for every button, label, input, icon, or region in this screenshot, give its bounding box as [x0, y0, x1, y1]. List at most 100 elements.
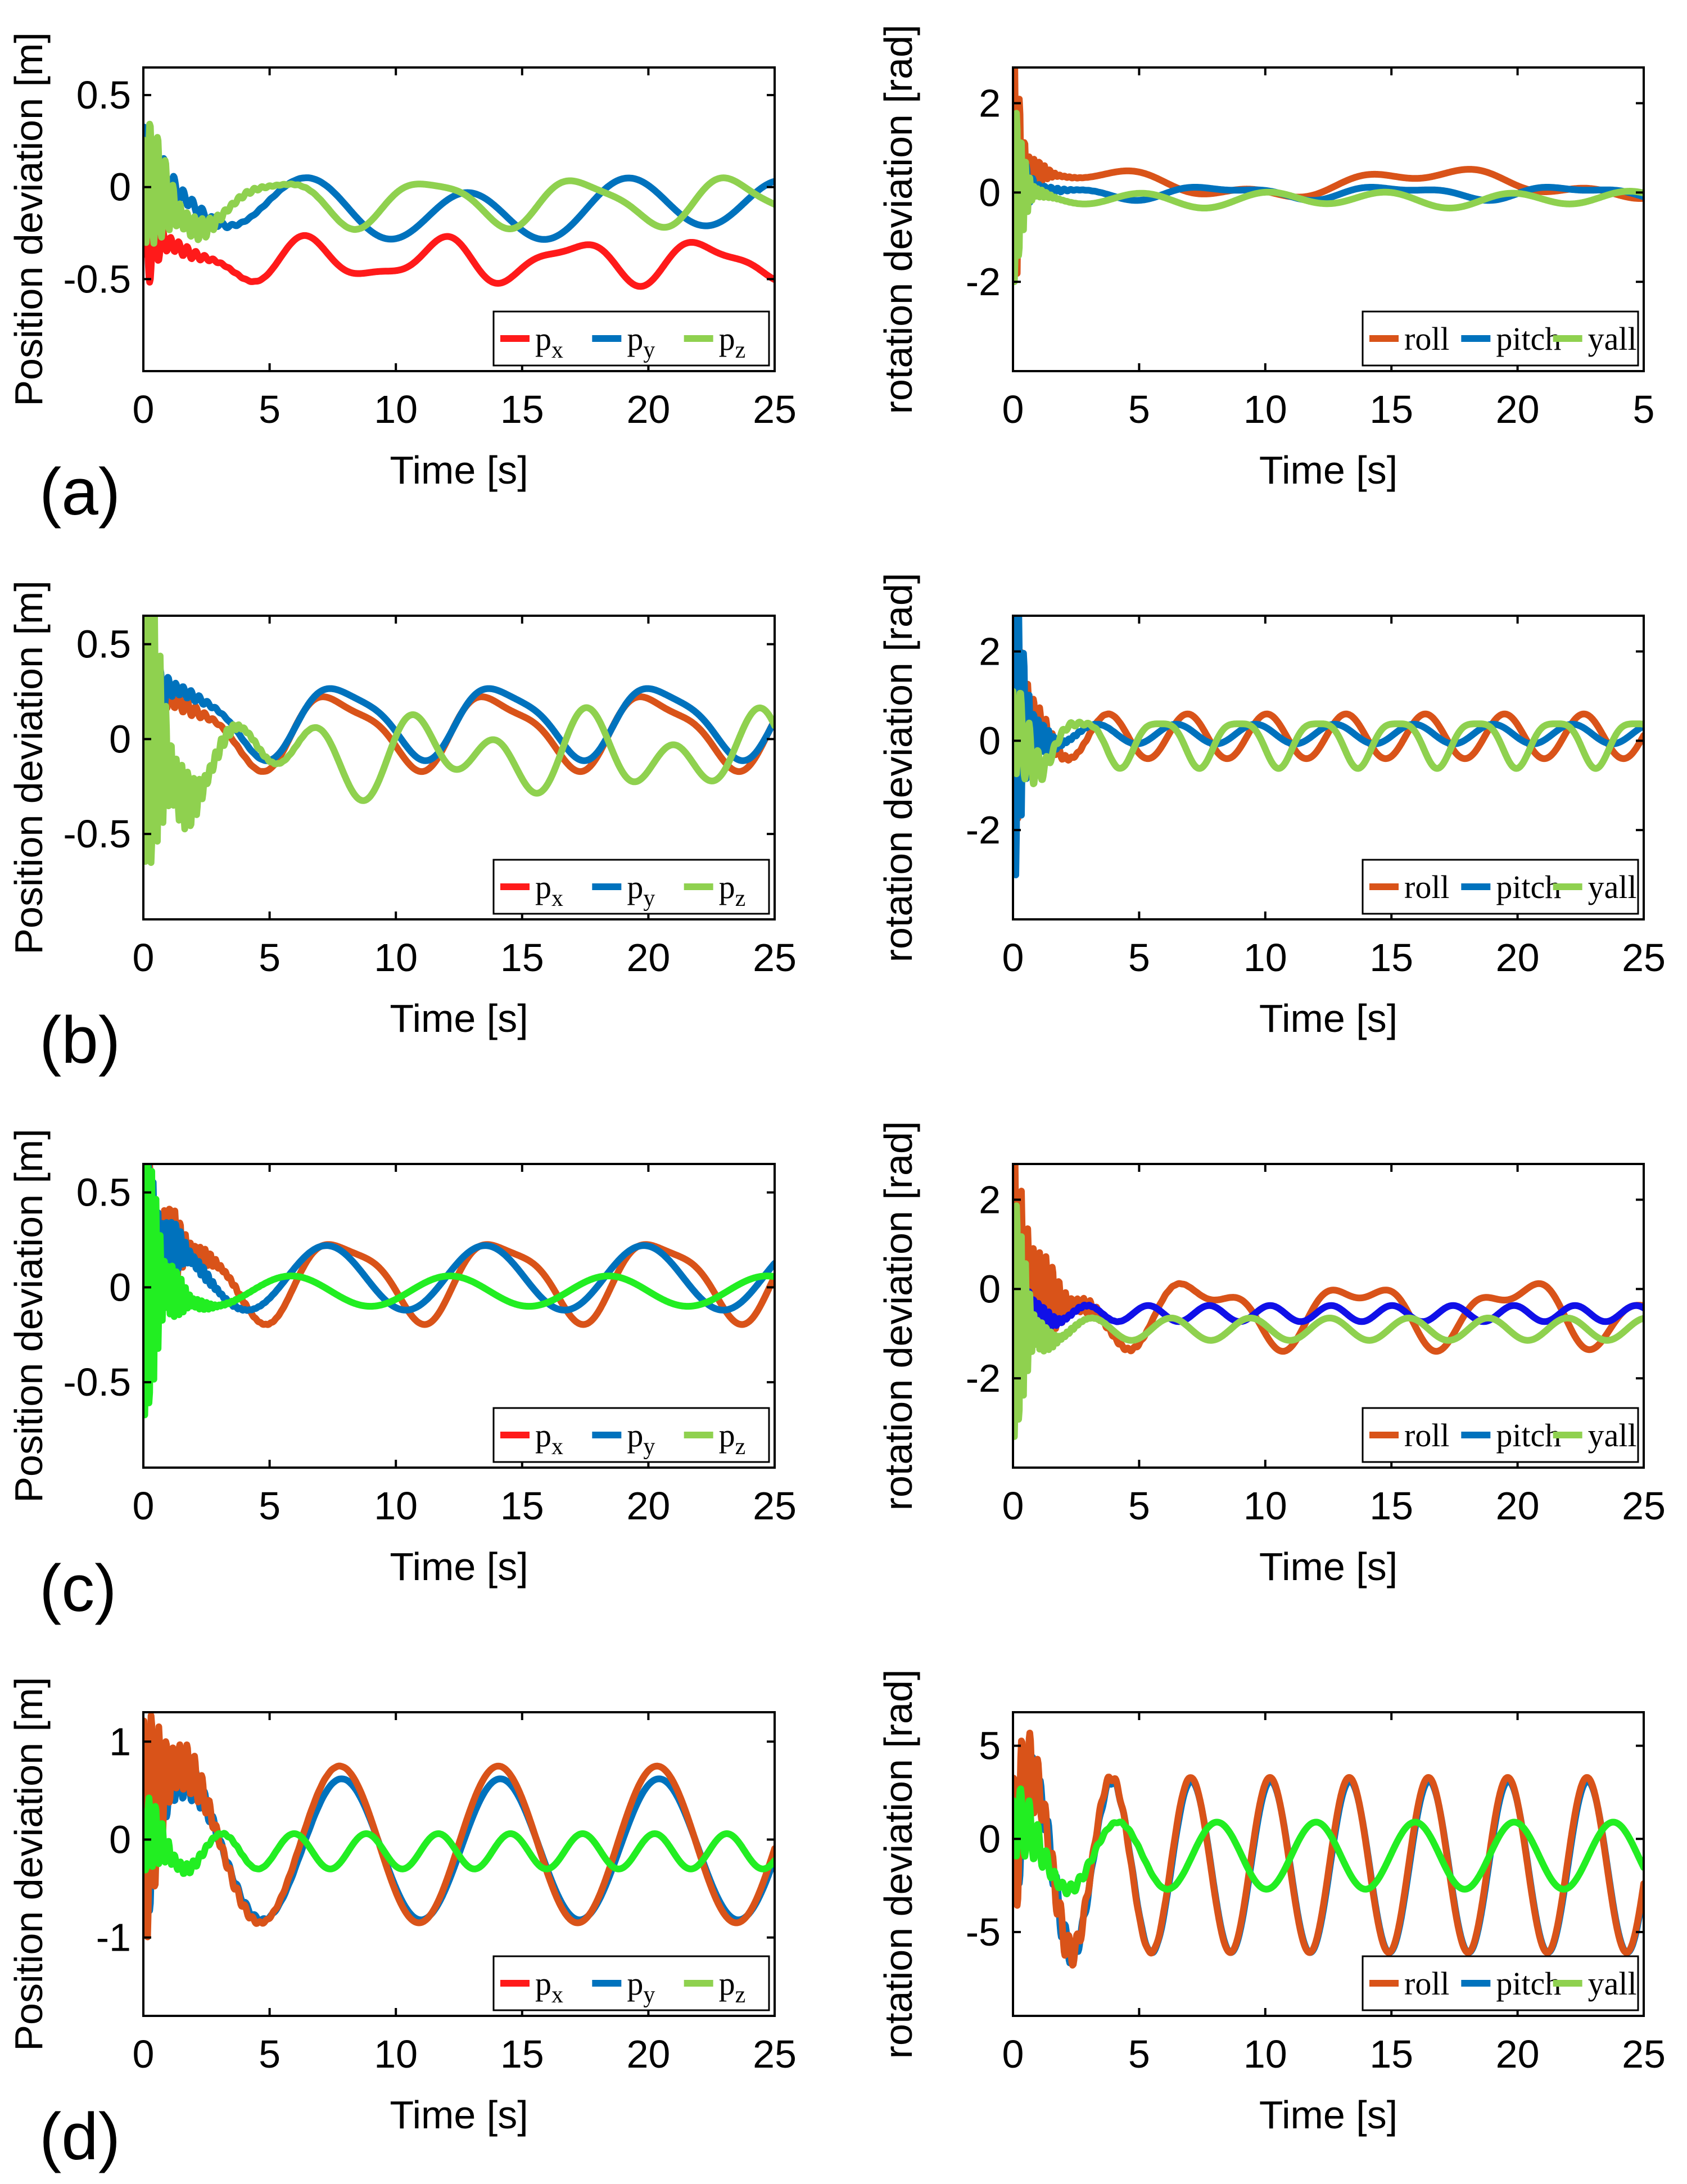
x-axis-label: Time [s]: [1259, 996, 1397, 1040]
legend-label: roll: [1404, 1417, 1450, 1454]
x-tick-label: 0: [133, 1484, 155, 1528]
x-axis-label: Time [s]: [390, 2093, 528, 2137]
axes-box: [142, 615, 776, 920]
x-tick-label: 25: [753, 1484, 797, 1528]
legend-subscript: y: [643, 886, 655, 911]
series-line-yall: [1013, 110, 1644, 285]
series-line-yall: [1013, 1785, 1644, 1898]
x-tick-label: 15: [1369, 387, 1413, 431]
y-axis-label: rotation deviation [rad]: [876, 573, 920, 963]
x-tick-label: 25: [753, 387, 797, 431]
legend: roll pitch yall: [1362, 859, 1639, 915]
y-axis-label: rotation deviation [rad]: [876, 1669, 920, 2059]
x-tick-label: 25: [753, 2032, 797, 2076]
legend-label: pitch: [1496, 1417, 1561, 1454]
legend: px py pz: [492, 859, 770, 915]
legend-subscript: x: [551, 886, 563, 911]
x-tick-label: 0: [1002, 2032, 1024, 2076]
x-tick-label: 5: [1128, 936, 1150, 980]
series-line-roll: [1013, 67, 1644, 277]
series-line-yall: [1013, 688, 1644, 787]
y-tick-label: 2: [979, 630, 1001, 674]
legend-box: [492, 859, 770, 915]
legend-subscript: x: [551, 1434, 563, 1460]
y-tick-label: 0: [979, 719, 1001, 762]
x-tick-label: 15: [500, 1484, 544, 1528]
x-axis-label: Time [s]: [1259, 1545, 1397, 1589]
series-line-p-z: [143, 1164, 775, 1419]
legend-box: [1362, 1407, 1639, 1463]
x-tick-label: 10: [374, 936, 418, 980]
x-tick-label: 10: [1243, 1484, 1287, 1528]
y-tick-label: -0.5: [63, 1360, 131, 1404]
x-tick-label: 15: [500, 387, 544, 431]
legend-label: pitch: [1496, 1965, 1561, 2002]
y-tick-label: 0.5: [76, 73, 131, 117]
x-tick-label: 10: [1243, 387, 1287, 431]
x-tick-label: 5: [1128, 1484, 1150, 1528]
x-axis-label: Time [s]: [390, 448, 528, 492]
series-line-p-y: [143, 1164, 775, 1367]
x-tick-label: 15: [500, 936, 544, 980]
x-tick-label: 20: [626, 387, 670, 431]
x-tick-label: 25: [1622, 1484, 1666, 1528]
chart-a-position: 0 5 10 15 20 25 0.5 0 -0.5 Time [s] Position devia…: [7, 32, 797, 492]
x-tick-label: 10: [374, 387, 418, 431]
series-line-p-y: [143, 654, 775, 764]
y-axis-label: Position deviation [m]: [7, 1677, 51, 2051]
y-tick-label: 5: [979, 1724, 1001, 1768]
legend: px py pz: [492, 1407, 770, 1463]
legend-label: roll: [1404, 1965, 1450, 2002]
x-tick-label: 0: [1002, 387, 1024, 431]
legend: roll pitch yall: [1362, 1407, 1639, 1463]
legend-subscript: z: [735, 886, 746, 911]
series-line-pitch: [1013, 1257, 1644, 1363]
legend-label: yall: [1588, 1965, 1637, 2002]
x-tick-label: 5: [1128, 2032, 1150, 2076]
series-line-yall: [1013, 1202, 1644, 1440]
y-tick-label: 0.5: [76, 622, 131, 666]
series-line-roll: [1013, 1164, 1644, 1404]
legend-subscript: z: [735, 1434, 746, 1460]
axes-box: [1012, 615, 1645, 920]
x-tick-label: 5: [259, 936, 281, 980]
legend-subscript: x: [551, 337, 563, 363]
x-tick-label: 10: [1243, 936, 1287, 980]
x-tick-label: 0: [1002, 936, 1024, 980]
legend-box: [1362, 310, 1639, 367]
y-tick-label: 0.5: [76, 1171, 131, 1215]
x-tick-label: 15: [1369, 1484, 1413, 1528]
x-axis-label: Time [s]: [1259, 448, 1397, 492]
legend-label: yall: [1588, 869, 1637, 905]
y-tick-label: 2: [979, 1178, 1001, 1222]
series-line-p-y: [143, 1712, 775, 1941]
legend-box: [492, 310, 770, 367]
x-tick-label: 15: [1369, 936, 1413, 980]
y-tick-label: 0: [979, 1817, 1001, 1861]
legend: px py pz: [492, 310, 770, 367]
series-line-roll: [1013, 1730, 1644, 1969]
x-tick-label: 25: [1622, 2032, 1666, 2076]
x-tick-label: 10: [374, 2032, 418, 2076]
x-tick-label: 20: [626, 1484, 670, 1528]
x-tick-label: 10: [1243, 2032, 1287, 2076]
series-line-roll: [1013, 616, 1644, 822]
x-tick-label: 0: [133, 2032, 155, 2076]
y-axis-label: Position deviation [m]: [7, 580, 51, 954]
x-axis-label: Time [s]: [390, 996, 528, 1040]
legend-label: roll: [1404, 869, 1450, 905]
legend-label: yall: [1588, 321, 1637, 357]
y-tick-label: 1: [109, 1720, 131, 1763]
series-group: [1013, 616, 1644, 878]
legend: roll pitch yall: [1362, 1955, 1639, 2011]
x-tick-label: 25: [753, 936, 797, 980]
legend-subscript: x: [551, 1982, 563, 2008]
y-tick-label: 2: [979, 82, 1001, 125]
x-axis-label: Time [s]: [1259, 2093, 1397, 2137]
y-tick-label: 0: [979, 170, 1001, 214]
legend-label: pitch: [1496, 321, 1561, 357]
